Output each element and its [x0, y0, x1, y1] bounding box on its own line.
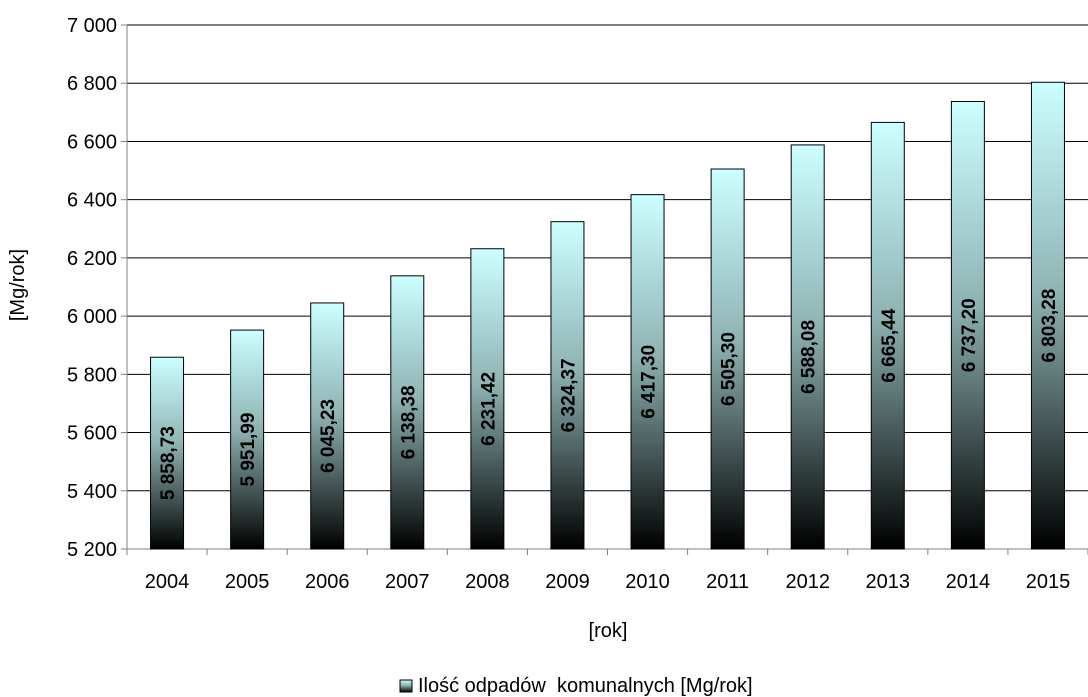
bar	[1030, 81, 1065, 550]
bar-value-label: 6 231,42	[478, 372, 499, 446]
legend-label: Ilość odpadów komunalnych [Mg/rok]	[418, 675, 753, 697]
bar	[870, 121, 905, 550]
x-tick-label: 2010	[625, 571, 670, 593]
bar-value-label: 6 737,20	[959, 298, 980, 372]
bar	[230, 329, 265, 550]
x-tick-label: 2013	[866, 571, 911, 593]
y-tick-label: 5 400	[67, 481, 117, 503]
bar-value-label: 6 138,38	[398, 385, 419, 459]
bar-value-label: 5 858,73	[158, 426, 179, 500]
x-tick-label: 2006	[305, 571, 350, 593]
bar-value-label: 6 045,23	[318, 399, 339, 473]
x-tick-label: 2009	[545, 571, 590, 593]
bar	[470, 248, 505, 550]
legend-swatch	[399, 679, 413, 693]
bar-value-label: 6 324,37	[558, 358, 579, 432]
bar	[950, 101, 985, 550]
bar-value-label: 6 505,30	[719, 332, 740, 406]
y-tick-label: 6 800	[67, 73, 117, 95]
bar	[550, 221, 585, 550]
x-tick-label: 2004	[145, 571, 190, 593]
x-tick-label: 2005	[225, 571, 270, 593]
x-tick-label: 2015	[1026, 571, 1071, 593]
y-tick-label: 6 200	[67, 248, 117, 270]
y-tick-label: 6 400	[67, 190, 117, 212]
bar-value-label: 6 588,08	[799, 320, 820, 394]
x-tick-label: 2008	[465, 571, 510, 593]
bar-value-label: 6 665,44	[879, 308, 900, 382]
bar	[630, 194, 665, 550]
y-tick-label: 5 800	[67, 364, 117, 386]
bar	[150, 356, 185, 550]
legend: Ilość odpadów komunalnych [Mg/rok]	[399, 675, 753, 697]
x-axis-title: [rok]	[589, 620, 628, 642]
bar-value-label: 6 803,28	[1039, 289, 1060, 363]
bar	[790, 144, 825, 550]
x-tick-label: 2011	[706, 571, 749, 593]
x-tick-label: 2012	[785, 571, 830, 593]
plot-area: 5 200 5 400 5 600 5 800 6 000 6 200 6 400 6 600…	[67, 15, 1088, 593]
x-tick-label: 2007	[385, 571, 430, 593]
bar	[310, 302, 345, 550]
y-tick-label: 6 000	[67, 306, 117, 328]
bar	[390, 275, 425, 550]
y-tick-label: 5 600	[67, 423, 117, 445]
y-axis-title: [Mg/rok]	[7, 249, 29, 321]
y-tick-label: 7 000	[67, 15, 117, 37]
bar-value-label: 5 951,99	[238, 413, 259, 487]
bar-value-label: 6 417,30	[639, 345, 660, 419]
x-tick-label: 2014	[946, 571, 991, 593]
y-tick-label: 6 600	[67, 131, 117, 153]
y-tick-label: 5 200	[67, 539, 117, 561]
bar	[710, 168, 745, 550]
